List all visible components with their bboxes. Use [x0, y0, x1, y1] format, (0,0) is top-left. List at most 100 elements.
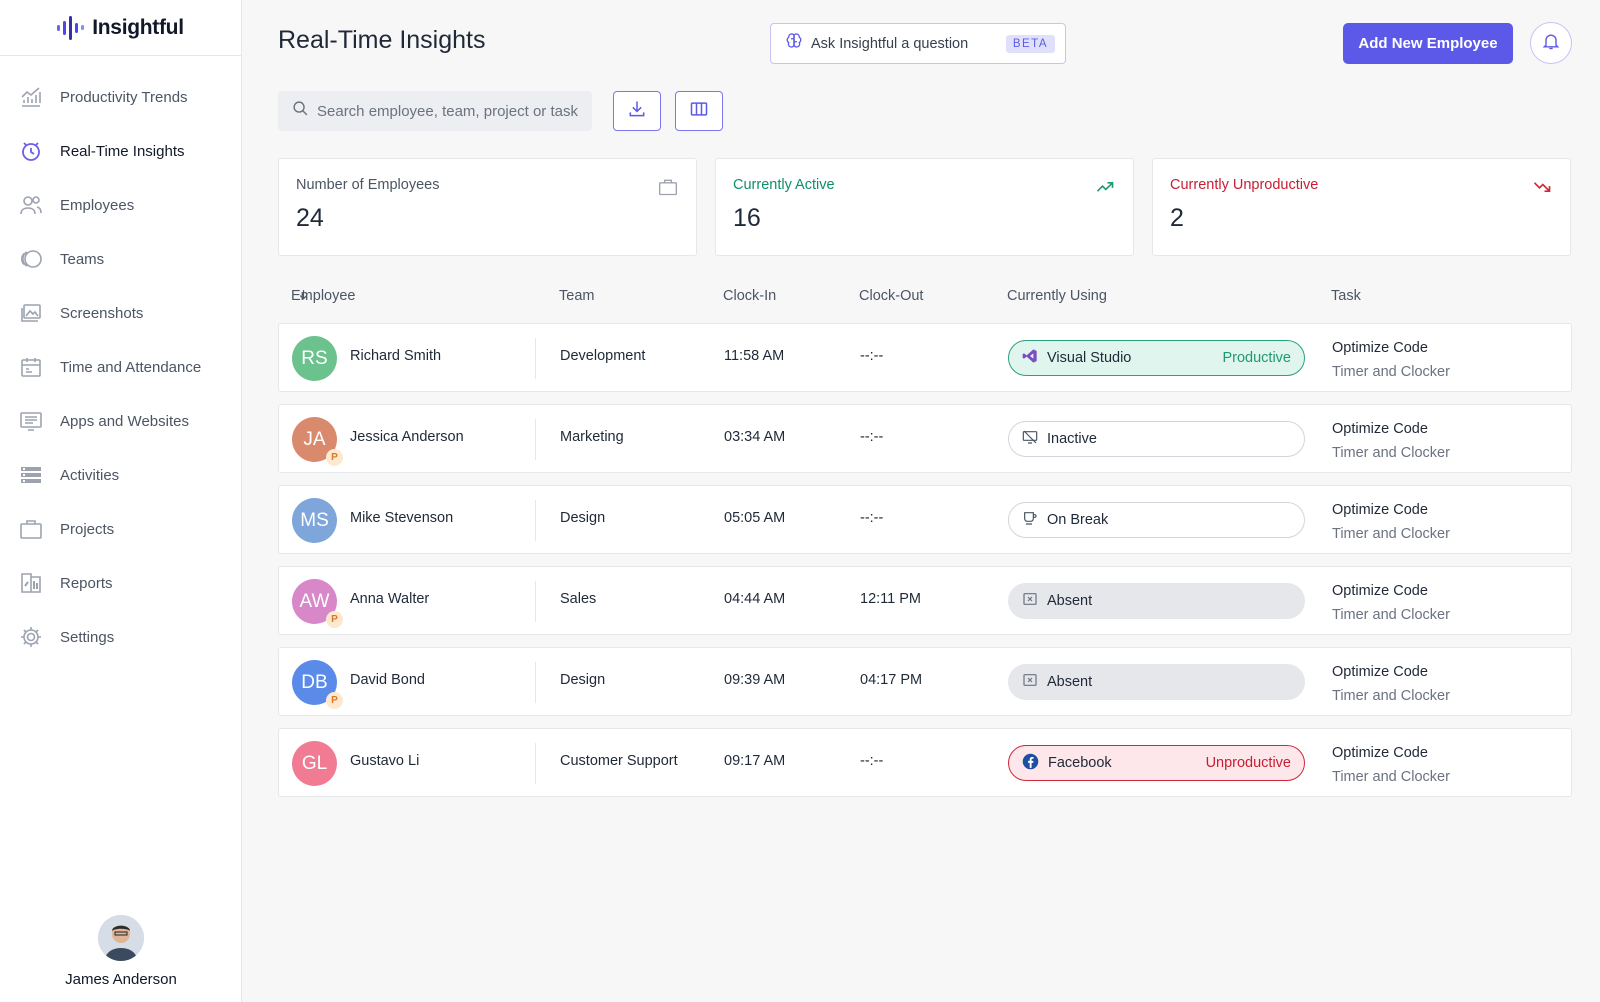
- task-cell[interactable]: Optimize Code Timer and Clocker: [1332, 741, 1450, 789]
- add-new-employee-button[interactable]: Add New Employee: [1343, 23, 1513, 64]
- table-row[interactable]: MS Mike Stevenson Design 05:05 AM --:-- …: [278, 485, 1572, 554]
- currently-using-pill[interactable]: Inactive: [1008, 421, 1305, 457]
- task-cell[interactable]: Optimize Code Timer and Clocker: [1332, 579, 1450, 627]
- stat-card-unproductive[interactable]: Currently Unproductive 2: [1152, 158, 1571, 256]
- table-row[interactable]: GL Gustavo Li Customer Support 09:17 AM …: [278, 728, 1572, 797]
- beta-badge: BETA: [1005, 34, 1055, 53]
- ask-insightful-button[interactable]: Ask Insightful a question BETA: [770, 23, 1066, 64]
- avatar: MS: [292, 498, 337, 543]
- sidebar-item-employees[interactable]: Employees: [0, 178, 241, 232]
- sidebar-item-reports[interactable]: Reports: [0, 556, 241, 610]
- divider: [535, 419, 536, 460]
- sidebar-item-label: Employees: [60, 196, 135, 214]
- currently-using-pill[interactable]: Absent: [1008, 583, 1305, 619]
- clock-out-time: --:--: [860, 753, 884, 769]
- task-name: Optimize Code: [1332, 583, 1428, 599]
- team-name: Marketing: [560, 429, 624, 445]
- task-project: Timer and Clocker: [1332, 769, 1450, 785]
- sidebar: Insightful Productivity Trends Real-Time…: [0, 0, 242, 1002]
- sidebar-item-apps-and-websites[interactable]: Apps and Websites: [0, 394, 241, 448]
- column-header-task[interactable]: Task: [1331, 288, 1361, 304]
- currently-using-pill[interactable]: On Break: [1008, 502, 1305, 538]
- employee-name[interactable]: Gustavo Li: [350, 753, 420, 769]
- team-name: Sales: [560, 591, 597, 607]
- stats-cards: Number of Employees 24 Currently Active …: [278, 158, 1571, 256]
- table-header: Employee Team Clock-In Clock-Out Current…: [278, 288, 1572, 308]
- app-name: Inactive: [1047, 431, 1097, 447]
- task-cell[interactable]: Optimize Code Timer and Clocker: [1332, 660, 1450, 708]
- column-header-currently-using[interactable]: Currently Using: [1007, 288, 1107, 304]
- download-button[interactable]: [613, 91, 661, 131]
- stat-card-employees[interactable]: Number of Employees 24: [278, 158, 697, 256]
- search-box[interactable]: [278, 91, 592, 131]
- table-row[interactable]: AW P Anna Walter Sales 04:44 AM 12:11 PM …: [278, 566, 1572, 635]
- task-project: Timer and Clocker: [1332, 445, 1450, 461]
- notifications-button[interactable]: [1530, 22, 1572, 64]
- task-project: Timer and Clocker: [1332, 526, 1450, 542]
- sidebar-item-real-time-insights[interactable]: Real-Time Insights: [0, 124, 241, 178]
- column-label: Employee: [291, 288, 356, 304]
- team-name: Customer Support: [560, 753, 678, 769]
- productivity-status: Unproductive: [1205, 755, 1291, 771]
- columns-button[interactable]: [675, 91, 723, 131]
- avatar: GL: [292, 741, 337, 786]
- sidebar-item-time-and-attendance[interactable]: Time and Attendance: [0, 340, 241, 394]
- search-input[interactable]: [317, 102, 578, 120]
- briefcase-icon: [658, 177, 678, 202]
- avatar-initials: MS: [300, 509, 329, 531]
- employee-table: RS Richard Smith Development 11:58 AM --…: [278, 323, 1572, 809]
- sidebar-nav: Productivity Trends Real-Time Insights E…: [0, 70, 241, 664]
- table-row[interactable]: JA P Jessica Anderson Marketing 03:34 AM …: [278, 404, 1572, 473]
- status-badge: P: [326, 692, 343, 709]
- columns-icon: [689, 99, 709, 124]
- list-icon: [18, 462, 44, 488]
- employee-name[interactable]: Jessica Anderson: [350, 429, 464, 445]
- divider: [535, 581, 536, 622]
- logo-icon: [57, 15, 85, 40]
- column-header-team[interactable]: Team: [559, 288, 595, 304]
- clock-out-time: --:--: [860, 429, 884, 445]
- avatar-initials: RS: [301, 347, 328, 369]
- column-header-clock-in[interactable]: Clock-In: [723, 288, 777, 304]
- team-name: Design: [560, 672, 606, 688]
- task-cell[interactable]: Optimize Code Timer and Clocker: [1332, 336, 1450, 384]
- sidebar-item-activities[interactable]: Activities: [0, 448, 241, 502]
- absent-icon: [1022, 672, 1038, 692]
- column-header-clock-out[interactable]: Clock-Out: [859, 288, 924, 304]
- task-project: Timer and Clocker: [1332, 364, 1450, 380]
- employee-name[interactable]: David Bond: [350, 672, 425, 688]
- sidebar-item-screenshots[interactable]: Screenshots: [0, 286, 241, 340]
- user-profile[interactable]: James Anderson: [0, 915, 242, 988]
- stat-card-active[interactable]: Currently Active 16: [715, 158, 1134, 256]
- task-cell[interactable]: Optimize Code Timer and Clocker: [1332, 417, 1450, 465]
- coffee-icon: [1022, 510, 1038, 530]
- sidebar-item-productivity-trends[interactable]: Productivity Trends: [0, 70, 241, 124]
- table-row[interactable]: RS Richard Smith Development 11:58 AM --…: [278, 323, 1572, 392]
- search-icon: [292, 100, 309, 122]
- sidebar-item-label: Projects: [60, 520, 115, 538]
- employee-name[interactable]: Richard Smith: [350, 348, 442, 364]
- currently-using-pill[interactable]: Absent: [1008, 664, 1305, 700]
- sidebar-item-label: Teams: [60, 250, 105, 268]
- stat-label: Number of Employees: [296, 177, 440, 193]
- employee-name[interactable]: Mike Stevenson: [350, 510, 454, 526]
- stat-value: 16: [733, 204, 761, 232]
- employee-name[interactable]: Anna Walter: [350, 591, 430, 607]
- team-name: Design: [560, 510, 606, 526]
- avatar-initials: GL: [301, 752, 328, 774]
- app-logo[interactable]: Insightful: [0, 0, 241, 56]
- bell-icon: [1541, 31, 1561, 56]
- avatar[interactable]: [98, 915, 144, 961]
- task-cell[interactable]: Optimize Code Timer and Clocker: [1332, 498, 1450, 546]
- currently-using-pill[interactable]: Facebook Unproductive: [1008, 745, 1305, 781]
- currently-using-pill[interactable]: Visual Studio Productive: [1008, 340, 1305, 376]
- sidebar-item-label: Screenshots: [60, 304, 144, 322]
- sidebar-item-projects[interactable]: Projects: [0, 502, 241, 556]
- sidebar-item-settings[interactable]: Settings: [0, 610, 241, 664]
- clock-in-time: 05:05 AM: [724, 510, 786, 526]
- visual-studio-icon: [1022, 348, 1038, 368]
- gear-icon: [18, 624, 44, 650]
- table-row[interactable]: DB P David Bond Design 09:39 AM 04:17 PM …: [278, 647, 1572, 716]
- sidebar-item-teams[interactable]: Teams: [0, 232, 241, 286]
- download-icon: [627, 99, 647, 124]
